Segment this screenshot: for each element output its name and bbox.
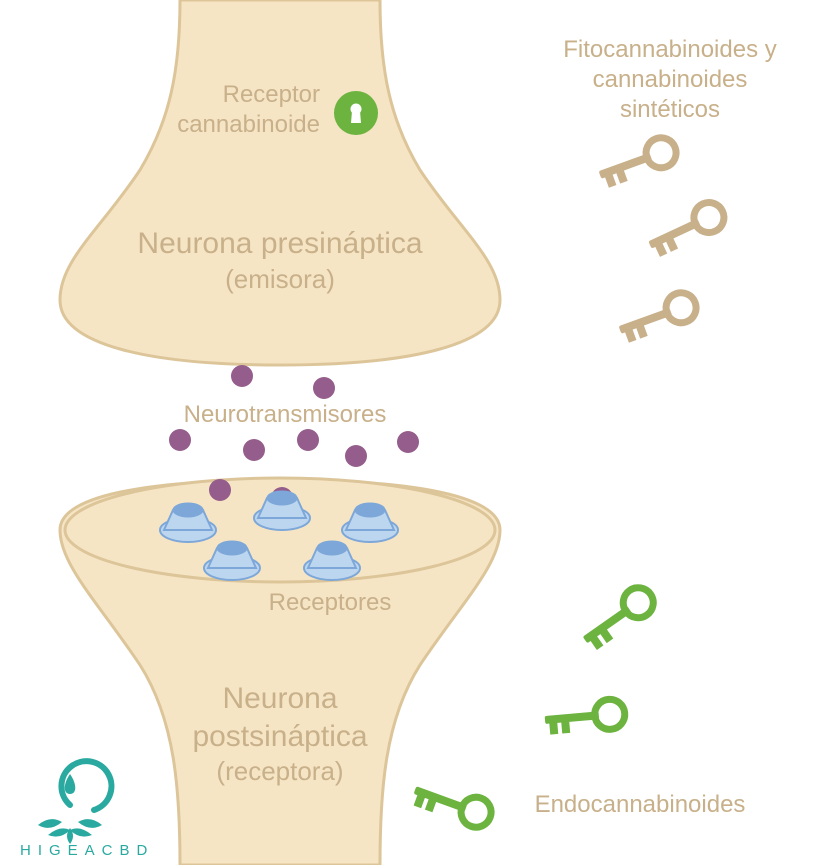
endo-key-icon (576, 582, 659, 652)
neurotransmitter-dot (209, 479, 231, 501)
endo-key-icon (410, 776, 495, 832)
phyto-key-icon (644, 198, 729, 259)
endo-key-icon (544, 698, 626, 735)
neurotransmitter-dot (169, 429, 191, 451)
phyto-key-icon (595, 134, 680, 190)
phyto-key-icon (615, 289, 700, 345)
logo-text: HIGEACBD (20, 842, 154, 859)
neurotransmitter-dot (313, 377, 335, 399)
neurotransmitter-dot (397, 431, 419, 453)
neurotransmitter-dot (297, 429, 319, 451)
receptor-lock-icon (334, 91, 378, 135)
presynaptic-neuron (60, 0, 500, 365)
neurotransmitter-dot (243, 439, 265, 461)
higeacbd-logo-icon (38, 761, 111, 844)
neurotransmitter-dot (345, 445, 367, 467)
neurotransmitter-dot (231, 365, 253, 387)
